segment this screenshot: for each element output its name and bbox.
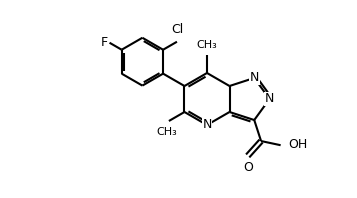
Text: N: N <box>250 71 259 85</box>
Text: OH: OH <box>289 138 308 151</box>
Text: CH₃: CH₃ <box>197 40 217 50</box>
Text: F: F <box>100 36 107 49</box>
Text: N: N <box>202 118 212 131</box>
Text: O: O <box>243 161 253 174</box>
Text: CH₃: CH₃ <box>156 127 177 137</box>
Text: Cl: Cl <box>171 23 183 36</box>
Text: N: N <box>265 92 274 106</box>
